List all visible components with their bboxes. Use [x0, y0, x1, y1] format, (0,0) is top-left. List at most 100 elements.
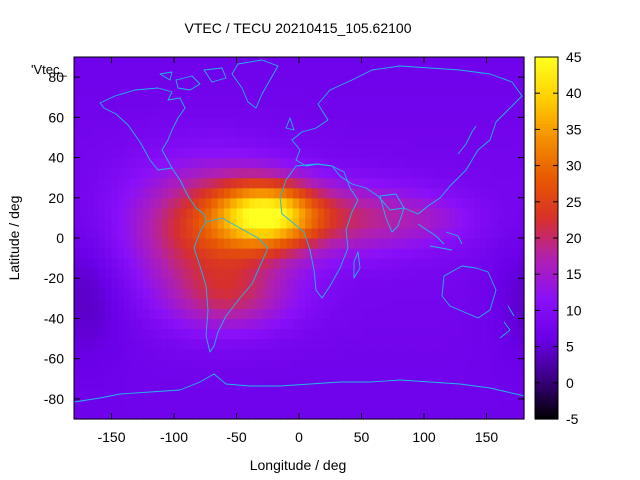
heatmap-cell — [186, 227, 194, 239]
heatmap-cell — [386, 127, 394, 139]
heatmap-cell — [480, 358, 488, 370]
heatmap-cell — [174, 278, 181, 289]
heatmap-cell — [449, 278, 456, 289]
heatmap-cell — [86, 318, 94, 330]
heatmap-cell — [74, 127, 81, 139]
heatmap-cell — [86, 288, 94, 299]
heatmap-cell — [467, 388, 475, 400]
heatmap-cell — [499, 288, 506, 299]
heatmap-cell — [174, 328, 181, 340]
colorbar-segment — [535, 376, 558, 381]
heatmap-cell — [436, 147, 444, 159]
heatmap-cell — [192, 298, 200, 309]
heatmap-cell — [92, 207, 100, 219]
heatmap-cell — [224, 348, 231, 360]
heatmap-cell — [149, 67, 156, 78]
y-tick-label: 80 — [48, 69, 64, 85]
heatmap-cell — [411, 298, 419, 309]
heatmap-cell — [399, 328, 406, 340]
heatmap-cell — [474, 358, 481, 370]
heatmap-cell — [205, 67, 213, 78]
heatmap-cell — [261, 57, 269, 68]
heatmap-cell — [292, 57, 300, 68]
heatmap-cell — [86, 167, 94, 179]
colorbar-segment — [535, 93, 558, 97]
heatmap-cell — [355, 67, 363, 78]
heatmap-cell — [267, 57, 275, 68]
heatmap-cell — [517, 308, 525, 320]
heatmap-cell — [130, 157, 138, 169]
heatmap-cell — [124, 187, 131, 199]
colorbar-segment — [535, 322, 558, 327]
heatmap-cell — [205, 97, 213, 108]
heatmap-cell — [367, 378, 375, 390]
heatmap-cell — [480, 87, 488, 98]
heatmap-cell — [230, 107, 238, 118]
heatmap-cell — [230, 248, 238, 259]
heatmap-cell — [236, 67, 244, 78]
heatmap-cell — [499, 77, 506, 88]
heatmap-cell — [161, 258, 169, 269]
heatmap-cell — [367, 217, 375, 229]
heatmap-cell — [130, 308, 138, 320]
heatmap-cell — [505, 147, 513, 159]
heatmap-cell — [480, 268, 488, 279]
heatmap-cell — [292, 207, 300, 219]
heatmap-cell — [317, 217, 325, 229]
heatmap-cell — [411, 308, 419, 320]
heatmap-cell — [192, 227, 200, 239]
heatmap-cell — [111, 87, 119, 98]
heatmap-cell — [92, 147, 100, 159]
heatmap-cell — [130, 258, 138, 269]
heatmap-cell — [280, 97, 288, 108]
heatmap-cell — [492, 87, 500, 98]
heatmap-cell — [111, 338, 119, 350]
heatmap-cell — [299, 227, 306, 239]
heatmap-cell — [286, 227, 294, 239]
heatmap-cell — [280, 318, 288, 330]
heatmap-cell — [224, 288, 231, 299]
heatmap-cell — [505, 258, 513, 269]
heatmap-cell — [180, 67, 188, 78]
heatmap-cell — [486, 167, 494, 179]
heatmap-cell — [480, 157, 488, 169]
heatmap-cell — [280, 358, 288, 370]
heatmap-cell — [392, 298, 400, 309]
colorbar-segment — [535, 331, 558, 336]
heatmap-cell — [292, 107, 300, 118]
heatmap-cell — [380, 268, 388, 279]
heatmap-cell — [374, 207, 381, 219]
heatmap-cell — [474, 388, 481, 400]
heatmap-cell — [417, 378, 425, 390]
heatmap-cell — [411, 67, 419, 78]
heatmap-cell — [130, 268, 138, 279]
heatmap-cell — [130, 398, 138, 410]
heatmap-cell — [430, 248, 438, 259]
heatmap-cell — [336, 258, 344, 269]
heatmap-cell — [392, 207, 400, 219]
heatmap-cell — [161, 308, 169, 320]
heatmap-cell — [174, 207, 181, 219]
heatmap-cell — [299, 278, 306, 289]
heatmap-cell — [411, 137, 419, 149]
heatmap-cell — [305, 187, 313, 199]
heatmap-cell — [267, 378, 275, 390]
heatmap-cell — [92, 338, 100, 350]
heatmap-cell — [499, 378, 506, 390]
heatmap-cell — [111, 127, 119, 139]
heatmap-cell — [167, 77, 175, 88]
heatmap-cell — [342, 57, 350, 68]
heatmap-cell — [461, 348, 469, 360]
heatmap-cell — [449, 197, 456, 209]
heatmap-cell — [386, 348, 394, 360]
heatmap-cell — [236, 318, 244, 330]
heatmap-cell — [136, 107, 144, 118]
heatmap-cell — [467, 117, 475, 128]
heatmap-cell — [99, 348, 106, 360]
heatmap-cell — [199, 187, 206, 199]
heatmap-cell — [374, 408, 381, 420]
heatmap-cell — [236, 167, 244, 179]
heatmap-cell — [167, 278, 175, 289]
heatmap-cell — [330, 308, 338, 320]
heatmap-cell — [411, 338, 419, 350]
